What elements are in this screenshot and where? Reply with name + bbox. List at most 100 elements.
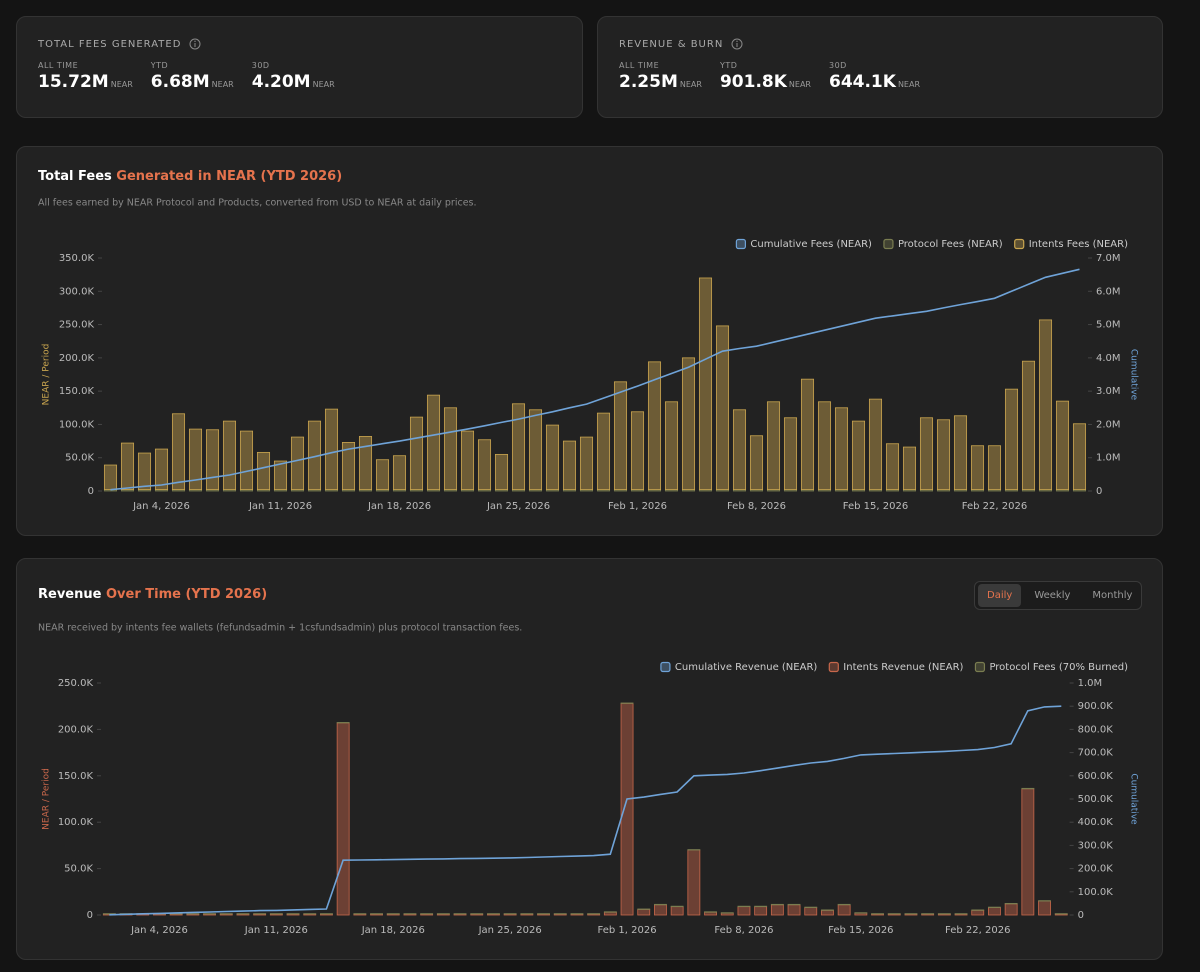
- tick-label: 350.0K: [59, 253, 95, 264]
- stat-value: 901.8K: [719, 72, 787, 92]
- bar: [1038, 900, 1051, 916]
- bar: [664, 401, 679, 491]
- tick-label: 150.0K: [59, 386, 95, 397]
- bar: [670, 906, 684, 916]
- stat-unit: NEAR: [110, 80, 133, 89]
- tick-label: 0: [88, 486, 94, 497]
- card-title-text: TOTAL FEES GENERATED: [38, 38, 182, 50]
- bar: [704, 911, 717, 916]
- info-icon[interactable]: [189, 38, 201, 50]
- toggle-daily[interactable]: Daily: [978, 584, 1022, 607]
- stat-label: YTD: [150, 61, 169, 70]
- bar: [698, 277, 713, 491]
- chart-title: Revenue Over Time (YTD 2026): [38, 587, 267, 602]
- tick-label: 900.0K: [1078, 701, 1114, 712]
- title-main: Total Fees: [38, 169, 112, 184]
- bar: [239, 430, 254, 491]
- stat-value: 15.72M: [38, 72, 109, 92]
- tick-label: 200.0K: [59, 353, 95, 364]
- bar: [953, 415, 968, 491]
- bar: [596, 412, 611, 491]
- bar: [205, 429, 220, 491]
- bar: [409, 416, 424, 491]
- fees-chart-card: Total Fees Generated in NEAR (YTD 2026) …: [16, 146, 1163, 536]
- bar: [426, 394, 441, 491]
- tick-label: 5.0M: [1096, 320, 1121, 331]
- chart-title: Total Fees Generated in NEAR (YTD 2026): [38, 169, 342, 184]
- x-tick-label: Jan 4, 2026: [132, 501, 190, 512]
- bar: [868, 398, 883, 491]
- toggle-weekly[interactable]: Weekly: [1034, 590, 1071, 601]
- card-title-text: REVENUE & BURN: [619, 38, 724, 50]
- y-axis-label: NEAR / Period: [42, 344, 52, 406]
- stat-label: ALL TIME: [619, 61, 660, 70]
- legend-swatch: [1014, 238, 1025, 250]
- info-icon[interactable]: [731, 38, 743, 50]
- chart: Total Fees Generated in NEAR (YTD 2026) …: [38, 169, 1139, 513]
- bar: [154, 448, 169, 491]
- title-highlight: Generated in NEAR (YTD 2026): [112, 169, 342, 184]
- legend-swatch: [974, 661, 986, 673]
- y2-axis-label: Cumulative: [1129, 773, 1139, 825]
- legend-label: Intents Fees (NEAR): [1029, 239, 1128, 250]
- bar: [783, 417, 798, 491]
- stat-unit: NEAR: [788, 80, 811, 89]
- bar: [817, 401, 832, 491]
- tick-label: 700.0K: [1078, 748, 1114, 759]
- bar: [654, 904, 667, 916]
- x-tick-label: Feb 22, 2026: [962, 501, 1027, 512]
- tick-label: 100.0K: [58, 817, 94, 828]
- bar: [188, 428, 203, 491]
- bar: [630, 411, 645, 491]
- bar: [494, 453, 509, 491]
- legend-label: Protocol Fees (70% Burned): [989, 662, 1128, 673]
- bar: [341, 442, 356, 491]
- chart-subtitle: NEAR received by intents fee wallets (fe…: [38, 623, 522, 634]
- bar: [477, 439, 492, 491]
- tick-label: 300.0K: [1078, 840, 1114, 851]
- stats: ALL TIME 15.72M NEAR YTD 6.68M NEAR 30D 4.20M…: [38, 61, 335, 92]
- stat: YTD 6.68M NEAR: [151, 61, 234, 92]
- tick-label: 2.0M: [1096, 419, 1121, 430]
- tick-label: 50.0K: [64, 864, 93, 875]
- toggle-monthly[interactable]: Monthly: [1092, 590, 1133, 601]
- bar: [460, 430, 475, 491]
- tick-label: 1.0M: [1078, 678, 1103, 689]
- tick-label: 50.0K: [65, 453, 94, 464]
- tick-label: 600.0K: [1078, 771, 1114, 782]
- bar: [1004, 388, 1019, 491]
- bar: [787, 904, 801, 916]
- bar: [222, 420, 237, 491]
- x-tick-label: Jan 11, 2026: [244, 925, 308, 936]
- stat-label: 30D: [828, 61, 847, 70]
- tick-label: 0: [1096, 486, 1102, 497]
- bar: [737, 906, 751, 916]
- stats: ALL TIME 2.25M NEAR YTD 901.8K NEAR 30D 644.1…: [619, 61, 920, 92]
- bar: [120, 442, 135, 491]
- tick-label: 200.0K: [1078, 864, 1114, 875]
- tick-label: 800.0K: [1078, 724, 1114, 735]
- tick-label: 300.0K: [59, 286, 95, 297]
- bar: [1004, 903, 1018, 916]
- chart-subtitle: All fees earned by NEAR Protocol and Pro…: [38, 198, 477, 209]
- line: [109, 705, 1062, 916]
- bar: [970, 445, 985, 491]
- tick-label: 3.0M: [1096, 386, 1121, 397]
- stat-value: 644.1K: [828, 72, 896, 92]
- bar: [137, 452, 152, 491]
- bar: [732, 409, 747, 491]
- bar: [290, 436, 305, 491]
- stat-label: 30D: [251, 61, 270, 70]
- bar: [988, 907, 1001, 916]
- tick-label: 6.0M: [1096, 286, 1121, 297]
- x-tick-label: Feb 1, 2026: [598, 925, 657, 936]
- bar: [902, 446, 917, 491]
- stat: 30D 644.1K NEAR: [829, 61, 920, 92]
- tick-label: 150.0K: [58, 771, 94, 782]
- y-axis-label: NEAR / Period: [42, 768, 52, 830]
- legend-swatch: [660, 661, 671, 673]
- stat: 30D 4.20M NEAR: [252, 61, 335, 92]
- stat-unit: NEAR: [897, 80, 921, 89]
- x-tick-label: Jan 18, 2026: [367, 501, 431, 512]
